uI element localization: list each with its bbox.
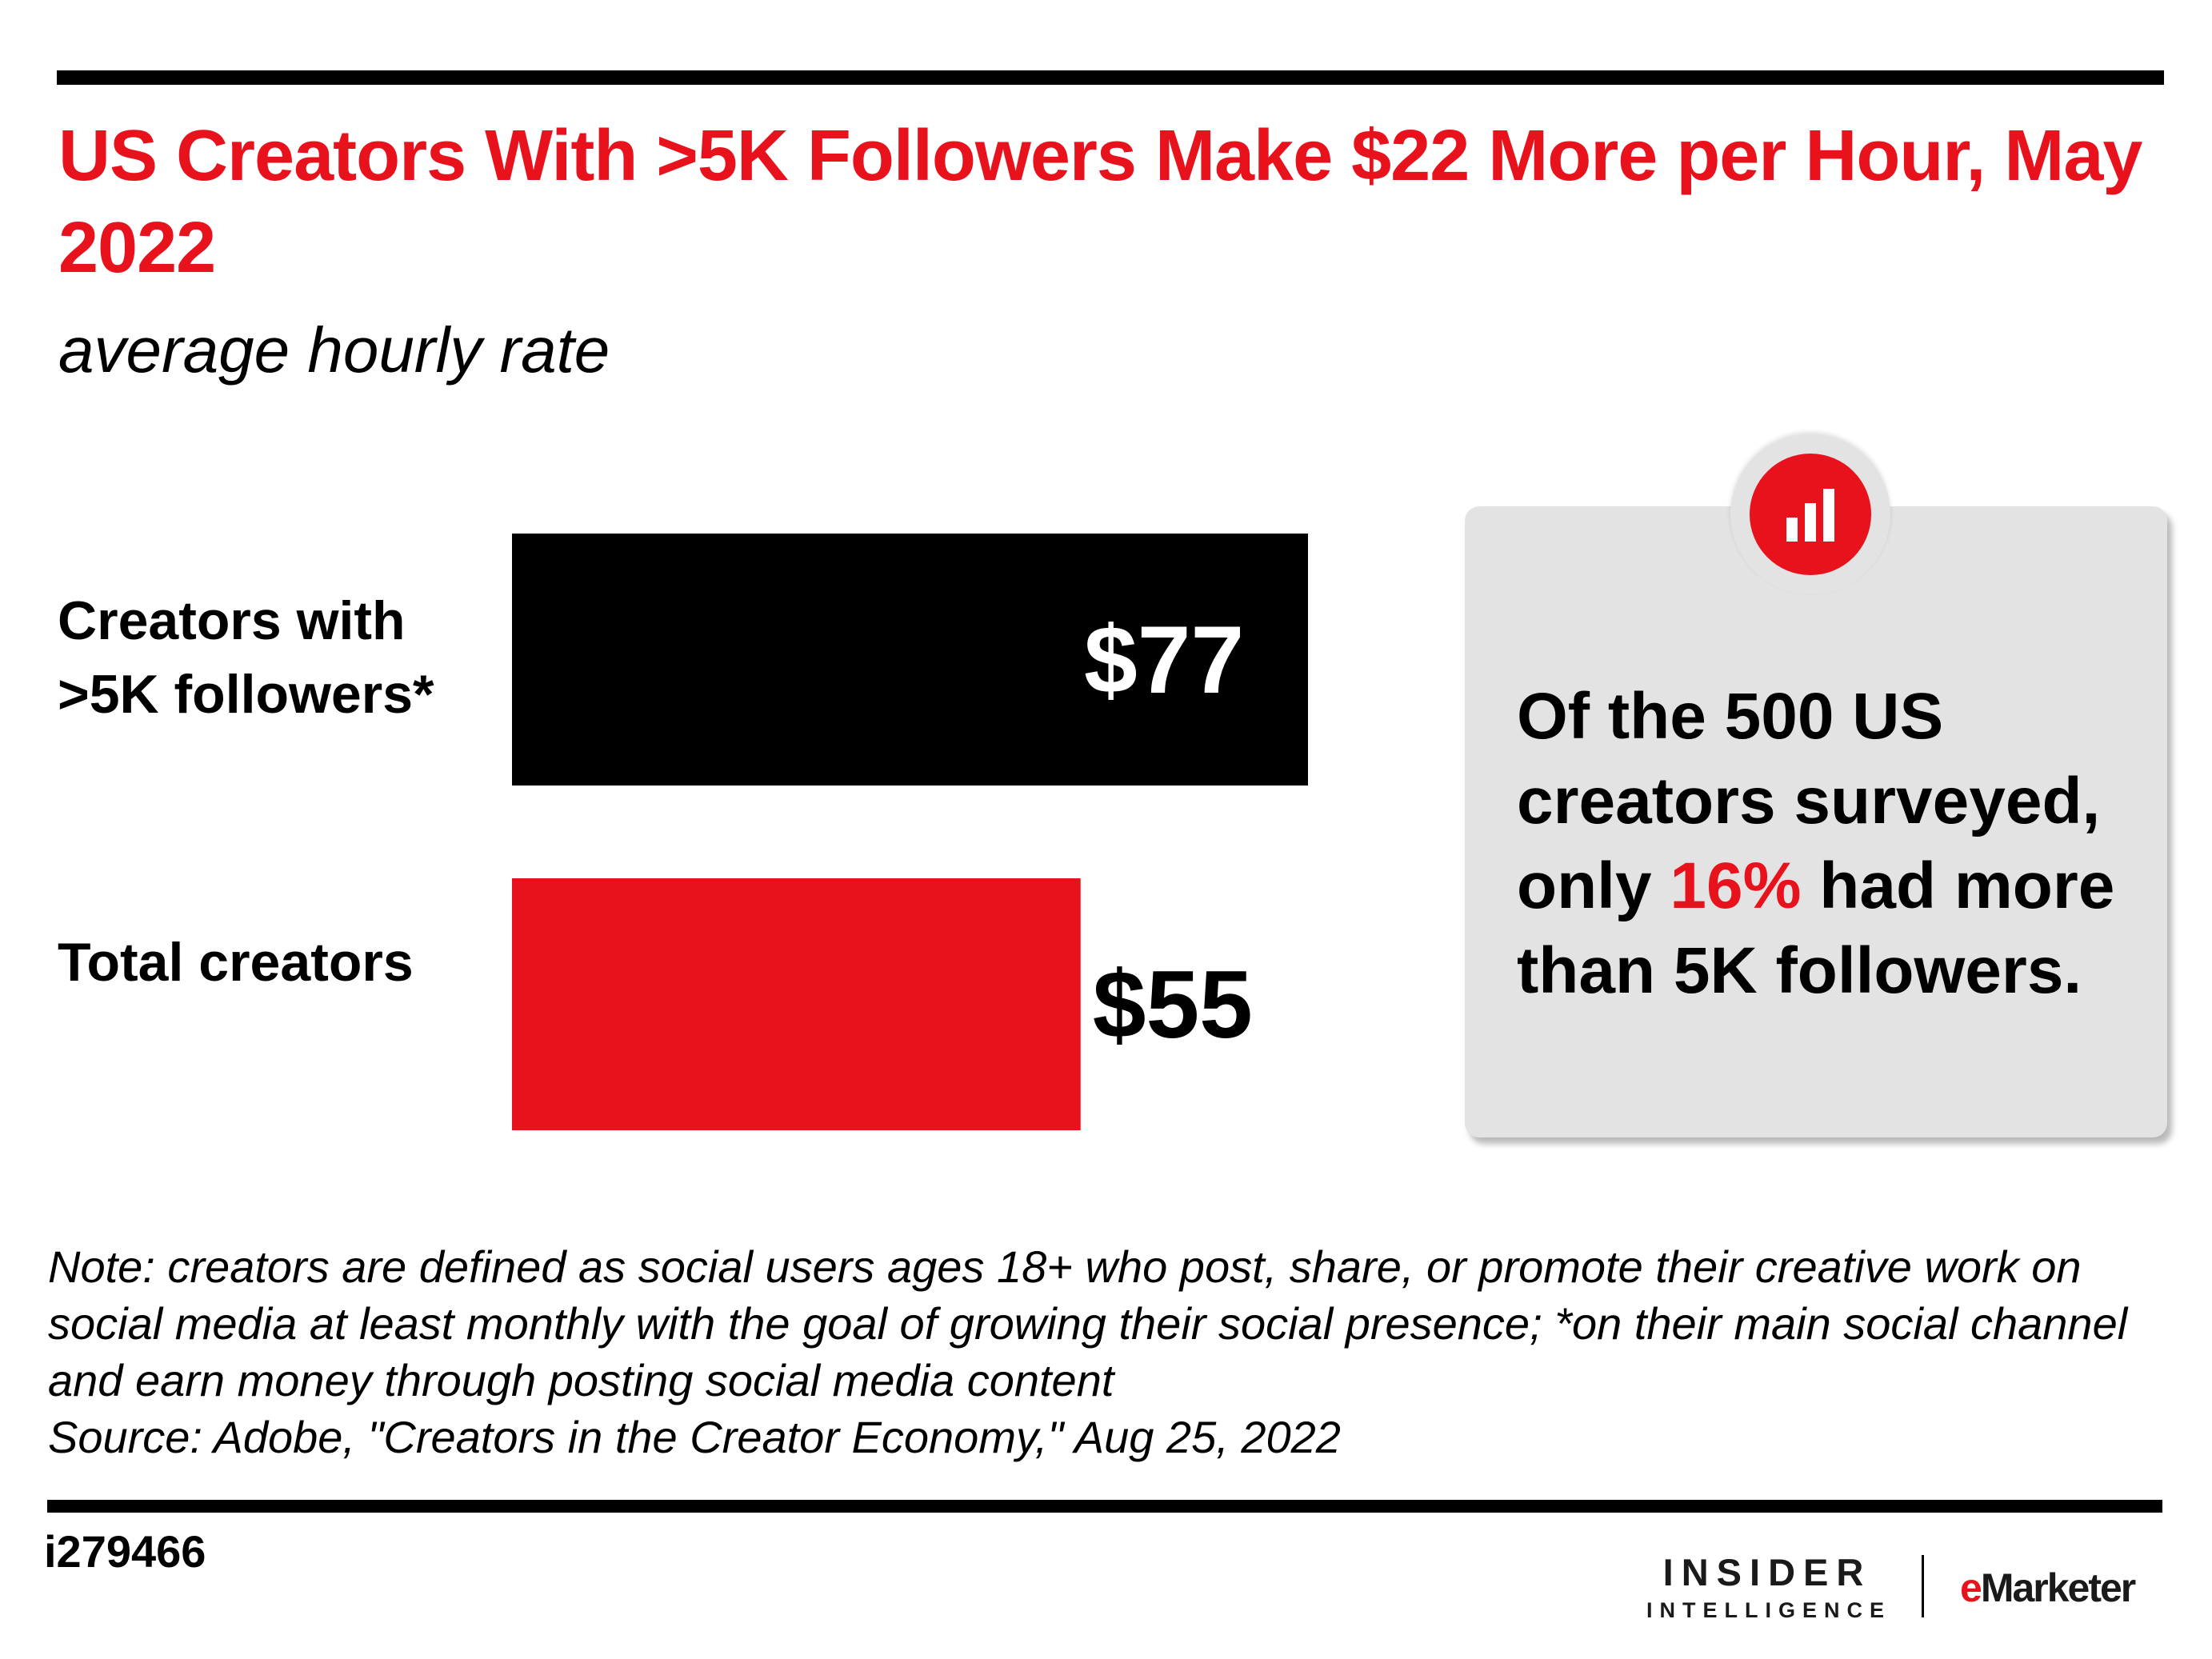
value-label-creators-5k: $77	[1084, 606, 1245, 714]
insider-intelligence-logo: INSIDER INTELLIGENCE	[1646, 1552, 1888, 1624]
callout-text-before: Of the 500 US creators surveyed, only	[1517, 680, 2101, 922]
bar-chart-icon	[1750, 454, 1871, 575]
bar-chart	[512, 534, 1308, 1130]
category-label-creators-5k: Creators with >5K followers*	[58, 590, 434, 725]
top-rule	[57, 70, 2164, 85]
callout-highlight: 16%	[1670, 849, 1802, 922]
chart-subtitle: average hourly rate	[58, 314, 610, 386]
chart-id: i279466	[44, 1526, 206, 1577]
value-label-total-creators: $55	[1092, 950, 1253, 1058]
insider-logo-bottom: INTELLIGENCE	[1646, 1598, 1892, 1622]
brand-divider	[1922, 1555, 1924, 1617]
callout-text-after: had more than 5K followers.	[1517, 849, 2115, 1007]
category-label-total-creators: Total creators	[58, 932, 414, 993]
note-text: Note: creators are defined as social use…	[48, 1241, 2128, 1405]
chart-title: US Creators With >5K Followers Make $22 …	[58, 116, 2142, 288]
bottom-rule	[47, 1500, 2162, 1513]
bar-total-creators	[512, 878, 1081, 1130]
insider-logo-top: INSIDER	[1662, 1551, 1872, 1593]
bar-creators-5k	[512, 534, 1308, 786]
callout-box: Of the 500 US creators surveyed, only 16…	[1465, 506, 2167, 1137]
source-text: Source: Adobe, "Creators in the Creator …	[48, 1412, 1341, 1462]
callout-text: Of the 500 US creators surveyed, only 16…	[1517, 674, 2157, 1013]
emarketer-logo: eMarketer	[1960, 1565, 2136, 1610]
chart-note: Note: creators are defined as social use…	[48, 1238, 2176, 1465]
